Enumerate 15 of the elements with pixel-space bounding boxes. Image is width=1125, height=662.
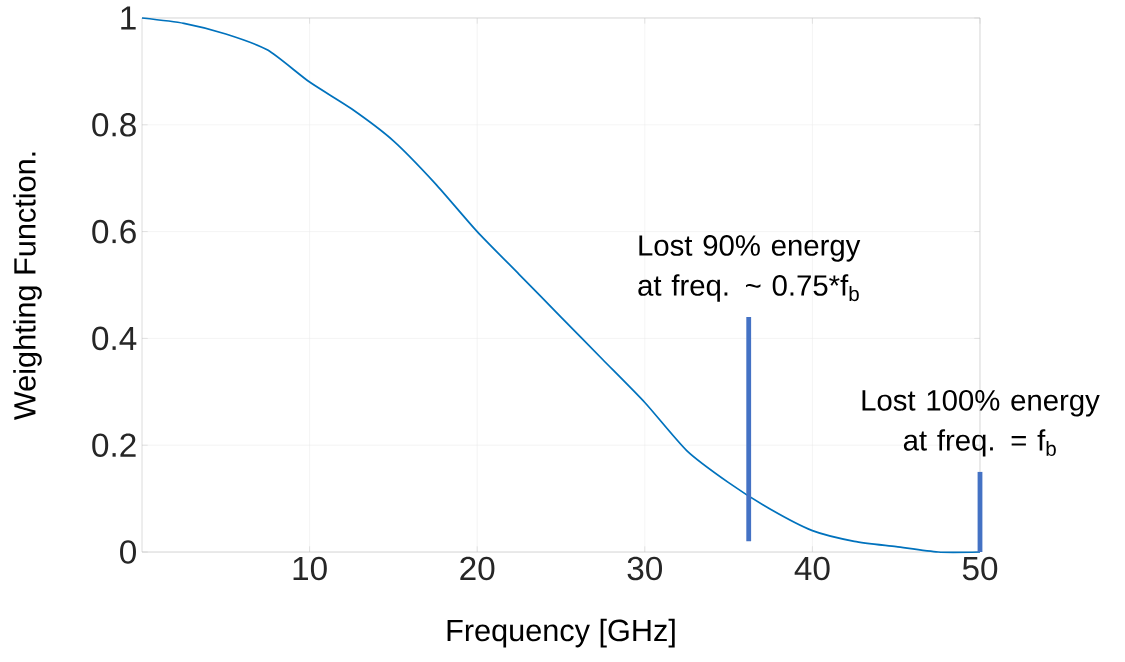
x-tick-label: 20 xyxy=(460,556,495,581)
x-tick-label: 50 xyxy=(962,556,998,581)
y-tick-label: 0.4 xyxy=(92,326,137,351)
annotation: Lost 90% energy at freq. ~ 0.75*f$_{b}$ xyxy=(638,235,861,302)
annotation: Lost 100% energy at freq. = f$_{b}$ xyxy=(862,389,1100,457)
y-tick-label: 0 xyxy=(120,540,136,564)
y-tick-label: 0.6 xyxy=(92,219,136,244)
y-axis-title: Weighting Function. xyxy=(13,152,42,421)
y-tick-label: 0.2 xyxy=(92,433,136,458)
x-axis-title: Frequency [GHz] xyxy=(447,618,675,648)
x-tick-label: 10 xyxy=(293,556,327,581)
x-tick-label: 30 xyxy=(627,556,663,581)
y-tick-label: 0.8 xyxy=(92,113,136,137)
y-tick-label: 1 xyxy=(121,6,136,30)
x-tick-label: 40 xyxy=(794,556,830,581)
